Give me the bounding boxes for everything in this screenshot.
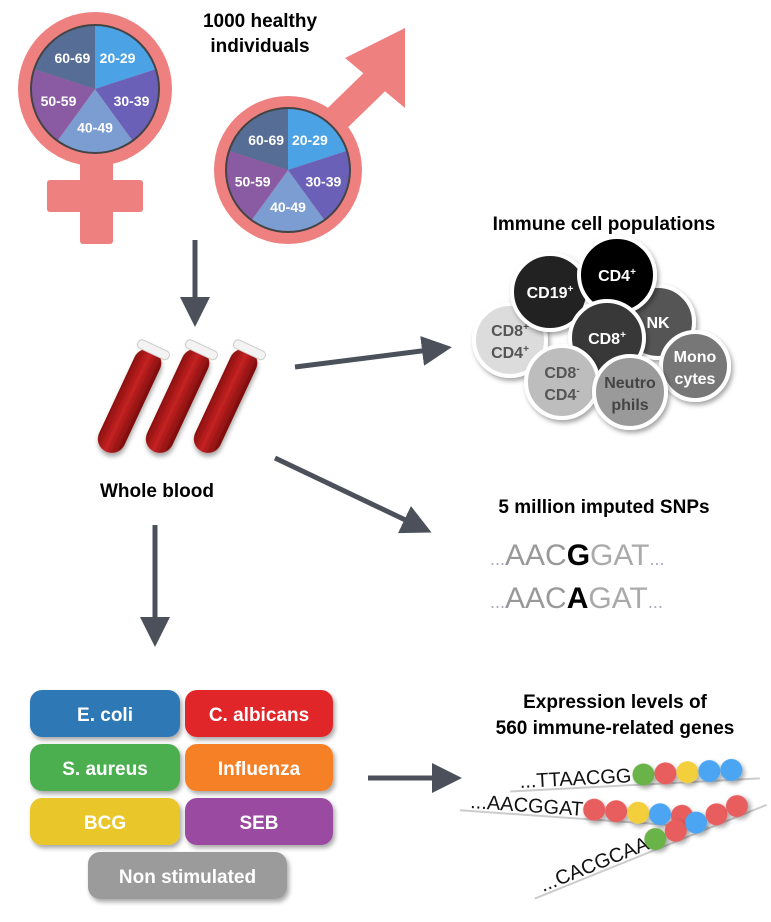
immune-cell-monocytes: Mono cytes bbox=[659, 330, 731, 402]
stimulus-s-aureus: S. aureus bbox=[30, 744, 180, 791]
bead-green bbox=[644, 828, 667, 851]
expression-strands: ...TTAACGG...AACGGAT ...CACGCAA bbox=[459, 758, 768, 900]
svg-text:CD4+: CD4+ bbox=[491, 344, 529, 362]
bead-red bbox=[664, 819, 687, 842]
bead-red bbox=[705, 803, 728, 826]
bead-yellow bbox=[676, 761, 699, 784]
svg-text:CD19+: CD19+ bbox=[527, 284, 574, 302]
age-group-label: 40-49 bbox=[270, 199, 306, 215]
pie-outline bbox=[225, 107, 351, 233]
male-symbol: 20-29 30-39 40-49 50-59 60-69 bbox=[214, 28, 405, 244]
bead-red bbox=[583, 798, 606, 821]
expression-strand: ...TTAACGG bbox=[510, 758, 760, 793]
age-group-label: 50-59 bbox=[235, 173, 271, 189]
cohort-title-line2: individuals bbox=[210, 36, 309, 57]
stimulus-e-coli: E. coli bbox=[30, 690, 180, 737]
svg-text:CD8-: CD8- bbox=[544, 364, 579, 382]
bead-yellow bbox=[627, 801, 650, 824]
snps-title: 5 million imputed SNPs bbox=[498, 497, 709, 518]
svg-text:E. coli: E. coli bbox=[77, 705, 133, 726]
expression-title-line1: Expression levels of bbox=[523, 692, 707, 713]
svg-text:Influenza: Influenza bbox=[218, 759, 301, 780]
male-age-pie: 20-29 30-39 40-49 50-59 60-69 bbox=[225, 107, 351, 233]
strand-sequence: ...TTAACGG bbox=[519, 765, 632, 793]
flow-arrows bbox=[140, 240, 462, 793]
pie-slice-50-59 bbox=[30, 69, 95, 141]
immune-cell-cd8negcd4neg: CD8- CD4- bbox=[524, 344, 600, 420]
strand-sequence: ...CACGCAA bbox=[537, 833, 653, 897]
stimuli-panel: E. coli C. albicans S. aureus Influenza BCG S… bbox=[30, 690, 333, 899]
bead-red bbox=[725, 795, 748, 818]
bead-blue bbox=[685, 811, 708, 834]
cohort-title-line1: 1000 healthy bbox=[203, 11, 317, 32]
pie-slice-40-49 bbox=[57, 89, 133, 153]
blood-tube bbox=[193, 339, 266, 453]
arrow-blood-to-snps bbox=[273, 455, 432, 534]
male-arrow-head bbox=[345, 28, 405, 108]
stimulus-seb: SEB bbox=[185, 798, 333, 845]
age-group-label: 20-29 bbox=[292, 132, 328, 148]
snp-sequence-2: ...AACAGAT... bbox=[490, 582, 663, 615]
blood-tubes bbox=[97, 339, 266, 453]
snp-sequence-1: ...AACGGAT... bbox=[490, 539, 665, 572]
svg-text:Non stimulated: Non stimulated bbox=[119, 867, 256, 888]
age-group-label: 20-29 bbox=[100, 50, 136, 66]
blood-tube bbox=[145, 339, 218, 453]
stimulus-non-stimulated: Non stimulated bbox=[88, 852, 287, 899]
pie-slice-60-69 bbox=[34, 25, 95, 89]
bead-green bbox=[632, 763, 655, 786]
bead-red bbox=[605, 800, 628, 823]
age-group-label: 30-39 bbox=[305, 173, 341, 189]
pie-slice-20-29 bbox=[288, 108, 347, 170]
svg-text:C. albicans: C. albicans bbox=[209, 705, 309, 726]
svg-text:Mono: Mono bbox=[674, 349, 717, 366]
bead-red bbox=[654, 762, 677, 785]
svg-text:CD4+: CD4+ bbox=[598, 267, 636, 285]
pie-slice-60-69 bbox=[229, 108, 288, 170]
snp-allele-2: A bbox=[567, 582, 589, 615]
bead-blue bbox=[649, 803, 672, 826]
bead-blue bbox=[720, 758, 743, 781]
svg-text:Neutro: Neutro bbox=[604, 375, 656, 392]
pie-slice-40-49 bbox=[251, 170, 325, 233]
pie-slice-50-59 bbox=[226, 150, 288, 221]
female-cross-horizontal bbox=[47, 180, 143, 212]
age-group-label: 50-59 bbox=[41, 93, 77, 109]
age-group-label: 60-69 bbox=[248, 132, 284, 148]
arrow-blood-to-cells bbox=[294, 336, 452, 370]
whole-blood-label: Whole blood bbox=[100, 481, 214, 502]
stimulus-bcg: BCG bbox=[30, 798, 180, 845]
svg-text:phils: phils bbox=[611, 397, 648, 414]
immune-title: Immune cell populations bbox=[493, 214, 716, 235]
svg-text:cytes: cytes bbox=[675, 371, 716, 388]
svg-text:NK: NK bbox=[646, 315, 670, 332]
age-group-label: 60-69 bbox=[55, 50, 91, 66]
stimulus-c-albicans: C. albicans bbox=[185, 690, 333, 737]
expression-title-line2: 560 immune-related genes bbox=[496, 718, 735, 739]
pie-slice-30-39 bbox=[95, 69, 159, 141]
bead-blue bbox=[698, 760, 721, 783]
stimulus-influenza: Influenza bbox=[185, 744, 333, 791]
svg-text:CD8+: CD8+ bbox=[491, 322, 529, 340]
immune-cell-neutrophils: Neutro phils bbox=[592, 354, 668, 430]
svg-text:SEB: SEB bbox=[239, 813, 278, 834]
immune-cell-cluster: CD8+ CD4+ CD19+ NK CD4+ CD8+ CD8- CD4- Mono cytes… bbox=[472, 235, 731, 430]
svg-text:CD8+: CD8+ bbox=[588, 330, 626, 348]
snp-allele-1: G bbox=[567, 539, 590, 572]
svg-text:S. aureus: S. aureus bbox=[62, 759, 148, 780]
age-group-label: 30-39 bbox=[114, 93, 150, 109]
blood-tube bbox=[97, 339, 170, 453]
pie-slice-20-29 bbox=[95, 25, 156, 89]
svg-text:CD4-: CD4- bbox=[544, 386, 579, 404]
pie-outline bbox=[30, 24, 160, 154]
strand-sequence: ...AACGGAT bbox=[470, 791, 584, 821]
svg-text:BCG: BCG bbox=[84, 813, 126, 834]
pie-slice-30-39 bbox=[288, 150, 350, 221]
age-group-label: 40-49 bbox=[77, 119, 113, 135]
